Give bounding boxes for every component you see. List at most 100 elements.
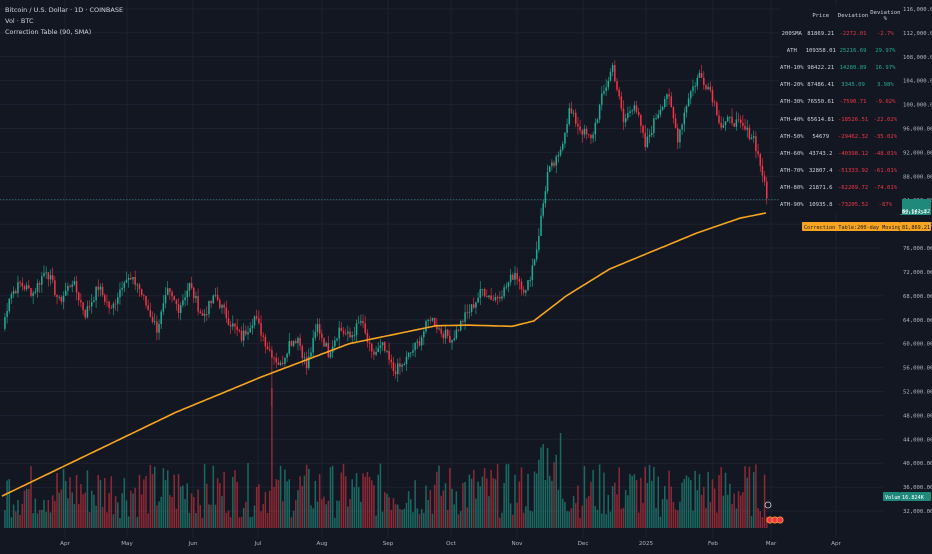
volume-bar [470,478,473,528]
volume-bar [75,475,78,528]
volume-bar [247,463,249,528]
volume-bar [705,507,707,528]
candle-body [449,335,451,343]
volume-bar [709,501,712,528]
candle-body [268,349,271,350]
candle-body [553,162,555,166]
candle-body [64,290,67,296]
y-tick-label: 32,000.00 [903,509,932,515]
volume-bar [49,512,52,528]
volume-bar [99,479,102,528]
volume-bar [284,469,286,528]
volume-bar [138,474,141,528]
candle-body [440,328,442,334]
x-tick-label: Sep [383,541,394,547]
volume-bar [577,485,579,528]
volume-bar [644,466,646,528]
volume-bar [249,517,251,528]
y-tick-label: 108,000.00 [903,55,932,61]
table-cell-label: ATH-30% [780,99,804,106]
candle-body [130,277,132,280]
volume-bar [171,496,173,528]
x-tick-label: Jun [188,541,198,547]
volume-bar [90,490,93,528]
volume-bar [687,477,690,528]
volume-bar [43,499,45,528]
candle-body [336,338,338,341]
volume-bar [349,499,351,528]
volume-bar [264,491,267,528]
symbol-title[interactable]: Bitcoin / U.S. Dollar · 1D · COINBASE [5,6,124,14]
candle-body [677,128,679,143]
volume-bar [514,474,516,528]
volume-bar [731,504,733,528]
candle-body [425,321,427,332]
candle-body [540,215,542,236]
volume-bar [713,488,716,528]
volume-bar [273,486,275,528]
volume-bar [637,512,640,528]
candle-body [405,356,408,365]
candle-body [416,341,419,343]
volume-bar [88,512,91,528]
volume-bar [698,474,701,528]
volume-bar [114,496,117,528]
volume-bar [316,501,319,528]
volume-bar [12,504,15,528]
volume-bar [216,478,219,528]
volume-bar [62,469,65,528]
candle-body [696,77,699,87]
candle-body [492,299,495,301]
volume-bar [433,484,436,528]
volume-bar [28,488,30,528]
y-tick-label: 104,000.00 [903,79,932,85]
volume-bar [598,464,601,528]
candle-body [644,132,646,147]
candle-body [338,327,340,339]
candle-body [429,319,432,321]
volume-bar [399,508,401,528]
table-cell-price: 65614.81 [807,116,835,123]
volume-bar [173,474,175,528]
volume-bar [655,507,657,528]
volume-bar [752,472,755,528]
candle-body [121,287,123,290]
volume-bar [177,474,180,528]
candle-body [184,297,186,301]
candle-body [748,127,751,140]
candle-body [659,109,662,115]
volume-bar [692,510,694,528]
candle-body [394,371,397,375]
volume-legend[interactable]: Vol · BTC [5,17,34,25]
indicator-legend[interactable]: Correction Table (90, SMA) [5,28,92,36]
candle-body [414,342,416,351]
candle-body [188,283,191,291]
volume-bar [32,513,34,528]
table-cell-dev: -18526.51 [837,116,869,123]
candle-body [481,289,484,290]
candle-body [401,364,403,367]
volume-bar [58,492,60,528]
volume-bar [327,500,330,528]
volume-bar [210,504,212,528]
volume-bar [397,504,399,528]
volume-bar [151,474,154,528]
table-row: ATH-10% 98422.21 14280.89 16.97% [779,59,902,76]
table-row: ATH 109358.01 25216.69 29.97% [779,42,902,59]
y-tick-label: 92,000.00 [903,150,932,156]
volume-bar [271,388,273,528]
candle-body [509,274,512,283]
volume-bar [624,489,627,528]
candle-body [490,295,492,300]
volume-bar [379,463,382,528]
volume-bar [318,474,321,528]
volume-bar [659,516,662,528]
candle-body [637,111,640,116]
candle-body [544,191,547,204]
candle-body [466,312,468,314]
candle-body [468,311,471,313]
table-cell-label: ATH-10% [780,64,804,71]
candle-body [160,311,162,325]
